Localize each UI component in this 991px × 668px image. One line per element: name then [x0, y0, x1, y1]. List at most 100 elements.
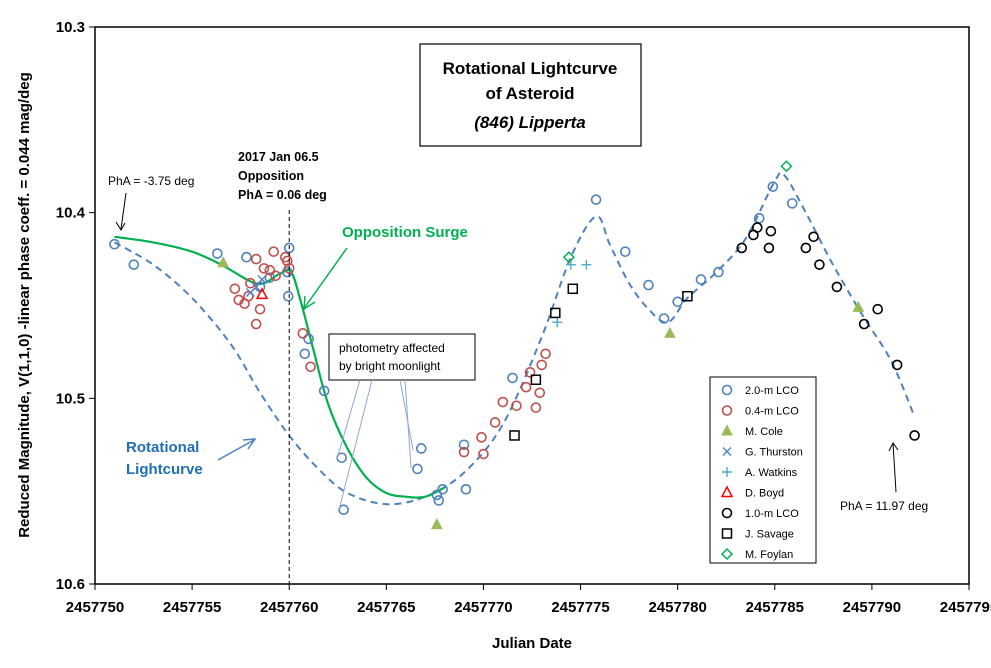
x-tick-label: 2457760	[260, 599, 318, 616]
data-point-2-0-m-lco	[619, 246, 631, 257]
rot-label-arrow	[217, 439, 255, 461]
data-point-1-0-m-lco	[765, 225, 777, 237]
x-tick-label: 2457770	[454, 599, 512, 616]
data-point-0-4-m-lco	[281, 255, 293, 267]
rot-label-line-1: Rotational	[126, 439, 199, 456]
opposition-date: 2017 Jan 06.5	[238, 150, 319, 164]
data-point-2-0-m-lco	[460, 484, 472, 495]
legend-label-m-foylan: M. Foylan	[745, 549, 793, 561]
moonlight-line-2: by bright moonlight	[339, 359, 441, 373]
data-point-0-4-m-lco	[530, 402, 542, 413]
data-point-2-0-m-lco	[412, 463, 423, 475]
pha-start-arrowhead	[115, 221, 126, 231]
data-point-m-cole	[431, 518, 443, 530]
pha-end-arrowhead	[888, 442, 899, 452]
data-point-j-savage	[567, 283, 579, 295]
data-point-0-4-m-lco	[243, 290, 254, 302]
legend-label-d-boyd: D. Boyd	[745, 488, 784, 500]
data-point-0-4-m-lco	[250, 253, 262, 265]
y-axis-title: Reduced Magnitude, V(1,1,0) -linear phas…	[16, 72, 33, 538]
legend-marker-g-thurston	[722, 447, 732, 456]
data-point-m-cole	[217, 256, 230, 268]
data-point-2-0-m-lco	[303, 333, 314, 345]
data-point-2-0-m-lco	[672, 296, 683, 308]
y-tick-label: 10.6	[56, 576, 85, 593]
data-point-1-0-m-lco	[736, 242, 748, 254]
data-point-1-0-m-lco	[814, 259, 825, 270]
data-point-1-0-m-lco	[891, 359, 903, 371]
data-point-2-0-m-lco	[299, 348, 311, 360]
data-point-2-0-m-lco	[109, 238, 120, 250]
x-tick-label: 2457795	[940, 599, 991, 616]
data-point-0-4-m-lco	[250, 318, 262, 330]
data-point-0-4-m-lco	[283, 263, 295, 274]
legend-marker-m-cole	[721, 424, 733, 436]
data-point-2-0-m-lco	[437, 484, 448, 495]
data-point-0-4-m-lco	[536, 359, 548, 371]
data-point-d-boyd	[255, 287, 269, 300]
data-point-1-0-m-lco	[808, 231, 819, 243]
chart-title-line-3: (846) Lipperta	[474, 113, 585, 132]
data-point-2-0-m-lco	[264, 272, 276, 283]
data-point-0-4-m-lco	[258, 263, 270, 274]
data-point-2-0-m-lco	[786, 198, 798, 209]
pha-end-arrow	[892, 442, 897, 493]
data-point-2-0-m-lco	[212, 248, 223, 259]
pha-start-arrow	[120, 192, 127, 230]
legend-marker-m-foylan	[720, 547, 734, 561]
data-point-2-0-m-lco	[767, 181, 779, 192]
legend-label-g-thurston: G. Thurston	[745, 447, 803, 459]
data-point-0-4-m-lco	[534, 387, 546, 399]
data-point-2-0-m-lco	[318, 385, 330, 397]
moonlight-line-1: photometry affected	[339, 341, 445, 355]
opposition-pha: PhA = 0.06 deg	[238, 188, 327, 202]
data-point-a-watkins	[552, 317, 563, 328]
y-tick-label: 10.4	[56, 205, 86, 222]
surge-label: Opposition Surge	[342, 224, 468, 241]
legend-marker-a-watkins	[722, 467, 732, 477]
data-point-2-0-m-lco	[695, 274, 707, 285]
data-point-j-savage	[682, 290, 693, 302]
x-tick-label: 2457765	[357, 599, 415, 616]
rot-label-arrowhead	[242, 438, 257, 450]
moonlight-box	[328, 333, 476, 381]
data-point-0-4-m-lco	[245, 277, 256, 289]
x-tick-label: 2457790	[843, 599, 901, 616]
legend-label-2-0-m-lco: 2.0-m LCO	[745, 385, 799, 397]
x-tick-label: 2457785	[746, 599, 804, 616]
data-point-g-thurston	[251, 282, 261, 292]
data-point-2-0-m-lco	[433, 495, 445, 506]
opposition-label: Opposition	[238, 169, 304, 183]
data-point-1-0-m-lco	[831, 281, 843, 293]
data-point-m-foylan	[562, 251, 575, 264]
data-point-0-4-m-lco	[478, 448, 489, 460]
surge-arrowhead	[303, 295, 316, 311]
data-point-0-4-m-lco	[254, 303, 266, 315]
legend: 2.0-m LCO 0.4-m LCO M. Cole G. Thurston A. W…	[720, 384, 803, 561]
data-point-0-4-m-lco	[540, 348, 551, 360]
data-point-2-0-m-lco	[241, 251, 252, 263]
data-point-0-4-m-lco	[305, 361, 316, 373]
data-point-0-4-m-lco	[264, 264, 276, 276]
data-point-0-4-m-lco	[229, 283, 241, 295]
curves-layer	[113, 171, 916, 506]
legend-label-m-cole: M. Cole	[745, 426, 783, 438]
data-point-2-0-m-lco	[658, 313, 670, 324]
curve-opposition-surge	[114, 235, 446, 499]
data-point-2-0-m-lco	[415, 443, 427, 454]
chart-title-line-1: Rotational Lightcurve	[443, 59, 618, 78]
data-point-g-thurston	[257, 275, 267, 285]
x-tick-label: 2457775	[551, 599, 609, 616]
data-point-2-0-m-lco	[713, 266, 724, 278]
x-tick-label: 2457750	[66, 599, 124, 616]
data-point-1-0-m-lco	[751, 222, 763, 233]
legend-label-1-0-m-lco: 1.0-m LCO	[745, 508, 799, 520]
data-point-0-4-m-lco	[476, 432, 487, 443]
data-point-2-0-m-lco	[128, 259, 140, 270]
surge-arrow	[304, 247, 348, 308]
x-tick-label: 2457755	[163, 599, 221, 616]
data-point-1-0-m-lco	[763, 242, 775, 254]
data-point-1-0-m-lco	[909, 430, 920, 441]
data-point-2-0-m-lco	[458, 439, 470, 451]
